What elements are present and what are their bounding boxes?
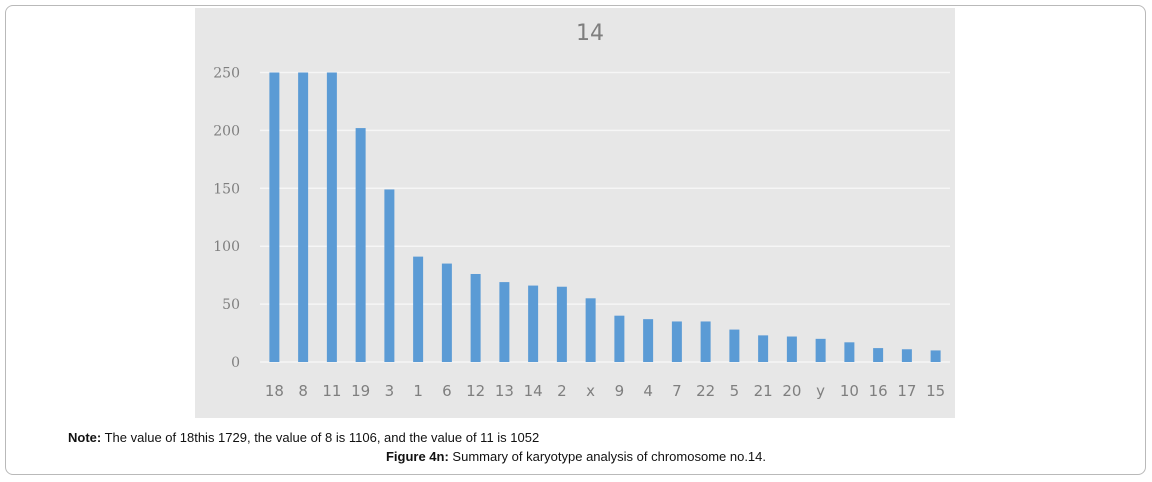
- bar-7: [671, 321, 682, 362]
- bar-18: [269, 72, 280, 362]
- caption-label: Figure 4n:: [385, 449, 449, 464]
- x-tick-label: 1: [413, 382, 423, 400]
- bar-9: [614, 315, 625, 362]
- y-tick-label: 0: [231, 355, 240, 371]
- bar-16: [873, 348, 884, 362]
- y-tick-label: 150: [213, 181, 240, 197]
- bar-20: [786, 336, 797, 362]
- chart-title: 14: [576, 21, 604, 46]
- x-tick-label: 6: [442, 382, 452, 400]
- bar-5: [729, 329, 740, 362]
- x-tick-label: 20: [782, 382, 801, 400]
- bar-8: [298, 72, 309, 362]
- note-text: The value of 18this 1729, the value of 8…: [101, 430, 540, 445]
- x-tick-label: 16: [869, 382, 888, 400]
- bar-x: [585, 298, 596, 362]
- x-tick-label: x: [586, 382, 595, 400]
- x-tick-label: 5: [730, 382, 740, 400]
- x-tick-label: 21: [754, 382, 773, 400]
- x-tick-label: 22: [696, 382, 715, 400]
- bar-12: [470, 273, 481, 362]
- bar-14: [528, 285, 539, 362]
- bar-13: [499, 282, 510, 362]
- x-tick-label: 14: [524, 382, 543, 400]
- caption-text: Summary of karyotype analysis of chromos…: [448, 449, 767, 464]
- x-tick-label: 8: [298, 382, 308, 400]
- bar-22: [700, 321, 711, 362]
- x-tick-label: 13: [495, 382, 514, 400]
- bar-10: [844, 342, 855, 362]
- bar-11: [326, 72, 337, 362]
- x-tick-label: 3: [385, 382, 395, 400]
- figure-frame: [5, 5, 1146, 475]
- x-tick-label: 18: [265, 382, 284, 400]
- y-tick-label: 200: [213, 123, 240, 139]
- bar-17: [901, 349, 912, 362]
- figure-note: Note: The value of 18this 1729, the valu…: [68, 430, 539, 445]
- bar-6: [441, 263, 452, 362]
- bar-4: [643, 319, 654, 362]
- x-tick-label: 12: [466, 382, 485, 400]
- bar-21: [758, 335, 769, 362]
- y-tick-label: 100: [213, 239, 240, 255]
- x-tick-label: 7: [672, 382, 682, 400]
- chart-panel: 14 0 50 100 150 200 250 18 8 11 19 3 1 6 12 13 14 2 x 9 4 7 22…: [195, 8, 955, 418]
- x-tick-label: 2: [557, 382, 567, 400]
- x-tick-label: 10: [840, 382, 859, 400]
- bar-y: [815, 338, 826, 362]
- bar-19: [355, 128, 366, 362]
- x-tick-label: 17: [897, 382, 916, 400]
- bar-3: [384, 189, 395, 362]
- note-label: Note:: [68, 430, 102, 445]
- x-tick-label: 19: [351, 382, 370, 400]
- x-tick-label: 4: [643, 382, 653, 400]
- x-tick-label: 9: [615, 382, 625, 400]
- y-tick-label: 250: [213, 66, 240, 82]
- y-tick-label: 50: [222, 297, 240, 313]
- bar-1: [413, 256, 424, 362]
- figure-caption: Figure 4n: Summary of karyotype analysis…: [0, 449, 1152, 464]
- bar-15: [930, 350, 941, 362]
- x-tick-label: 11: [322, 382, 341, 400]
- x-tick-label: 15: [926, 382, 945, 400]
- x-tick-label: y: [816, 382, 825, 400]
- bar-2: [556, 286, 567, 362]
